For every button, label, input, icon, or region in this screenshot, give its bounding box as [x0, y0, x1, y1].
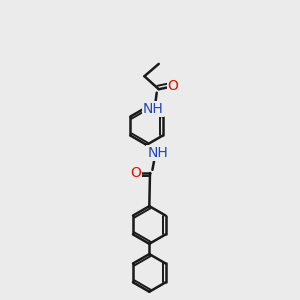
Text: O: O	[168, 79, 178, 93]
Text: NH: NH	[142, 102, 163, 116]
Text: O: O	[130, 166, 141, 180]
Text: NH: NH	[147, 146, 168, 160]
